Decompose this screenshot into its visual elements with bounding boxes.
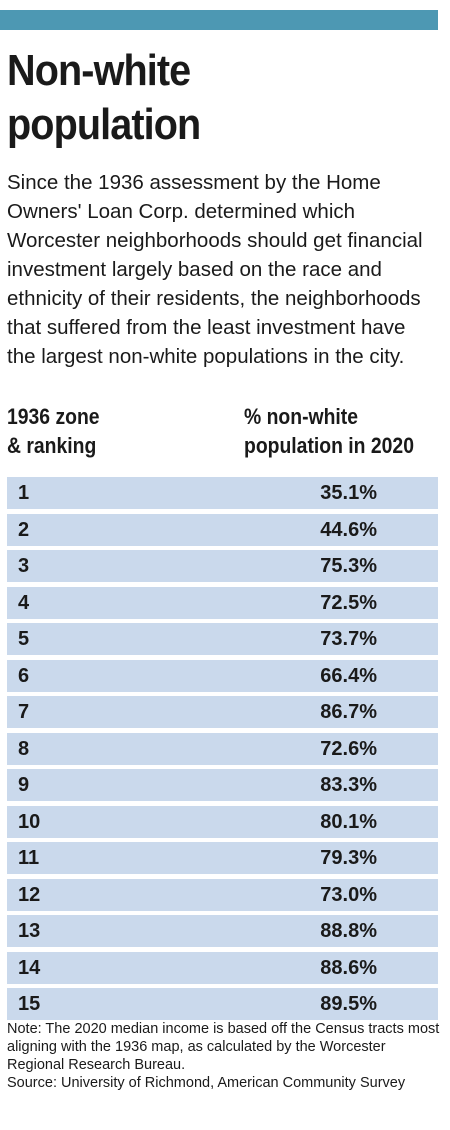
column-header-zone-line-1: 1936 zone	[7, 404, 100, 429]
zone-rank-cell: 5	[18, 628, 30, 650]
percent-cell: 86.7%	[320, 701, 377, 723]
percent-cell: 44.6%	[320, 518, 377, 541]
chart-title: Non-white population	[7, 44, 394, 152]
percent-cell: 35.1%	[320, 482, 377, 504]
zone-rank-cell: 1	[18, 482, 30, 504]
percent-cell: 89.5%	[320, 993, 377, 1015]
accent-bar	[0, 10, 438, 30]
table-row: 7 86.7%	[7, 696, 438, 728]
percent-cell: 73.0%	[320, 883, 377, 906]
zone-rank-cell: 6	[18, 664, 30, 687]
title-line-1: Non-white	[7, 46, 191, 95]
percent-cell: 73.7%	[320, 628, 377, 650]
table-row: 5 73.7%	[7, 623, 438, 655]
note-text: Note: The 2020 median income is based of…	[7, 1021, 440, 1073]
intro-text: Since the 1936 assessment by the Home Ow…	[7, 171, 423, 368]
percent-cell: 72.5%	[320, 591, 377, 614]
zone-rank-cell: 13	[18, 920, 41, 942]
percent-cell: 83.3%	[320, 774, 377, 796]
zone-rank-cell: 14	[18, 956, 41, 979]
table-row: 4 72.5%	[7, 586, 438, 619]
table-row: 14 88.6%	[7, 951, 438, 984]
table-row: 2 44.6%	[7, 513, 438, 546]
table-row: 12 73.0%	[7, 878, 438, 911]
percent-cell: 66.4%	[320, 664, 377, 687]
table-row: 1 35.1%	[7, 477, 438, 509]
zone-rank-cell: 2	[18, 518, 30, 541]
percent-cell: 88.6%	[320, 956, 377, 979]
percent-cell: 79.3%	[320, 847, 377, 869]
zone-rank-cell: 12	[18, 883, 41, 906]
zone-rank-cell: 11	[18, 847, 40, 869]
source-text: Source: University of Richmond, American…	[7, 1075, 406, 1091]
table-row: 15 89.5%	[7, 988, 438, 1020]
percent-cell: 80.1%	[320, 810, 377, 833]
zone-rank-cell: 9	[18, 774, 30, 796]
percent-cell: 88.8%	[320, 920, 377, 942]
column-header-zone-line-2: & ranking	[7, 433, 97, 458]
zone-rank-cell: 15	[18, 993, 41, 1015]
table-row: 11 79.3%	[7, 842, 438, 874]
footnote: Note: The 2020 median income is based of…	[7, 1020, 442, 1092]
zone-rank-cell: 7	[18, 701, 30, 723]
title-line-2: population	[7, 100, 201, 149]
zone-rank-cell: 3	[18, 555, 30, 577]
data-table: 1 35.1% 2 44.6% 3 75.3% 4 72.5% 5 73.7% 6 66.4% 7 86.…	[7, 477, 438, 1025]
column-header-zone: 1936 zone & ranking	[7, 402, 100, 460]
zone-rank-cell: 10	[18, 810, 41, 833]
column-header-percent-line-2: population in 2020	[244, 433, 414, 458]
table-row: 9 83.3%	[7, 769, 438, 801]
zone-rank-cell: 4	[18, 591, 30, 614]
percent-cell: 72.6%	[320, 737, 377, 760]
percent-cell: 75.3%	[320, 555, 377, 577]
table-row: 6 66.4%	[7, 659, 438, 692]
table-row: 8 72.6%	[7, 732, 438, 765]
table-row: 3 75.3%	[7, 550, 438, 582]
table-row: 13 88.8%	[7, 915, 438, 947]
table-row: 10 80.1%	[7, 805, 438, 838]
column-header-percent-line-1: % non-white	[244, 404, 359, 429]
zone-rank-cell: 8	[18, 737, 30, 760]
column-header-percent: % non-white population in 2020	[244, 402, 414, 460]
